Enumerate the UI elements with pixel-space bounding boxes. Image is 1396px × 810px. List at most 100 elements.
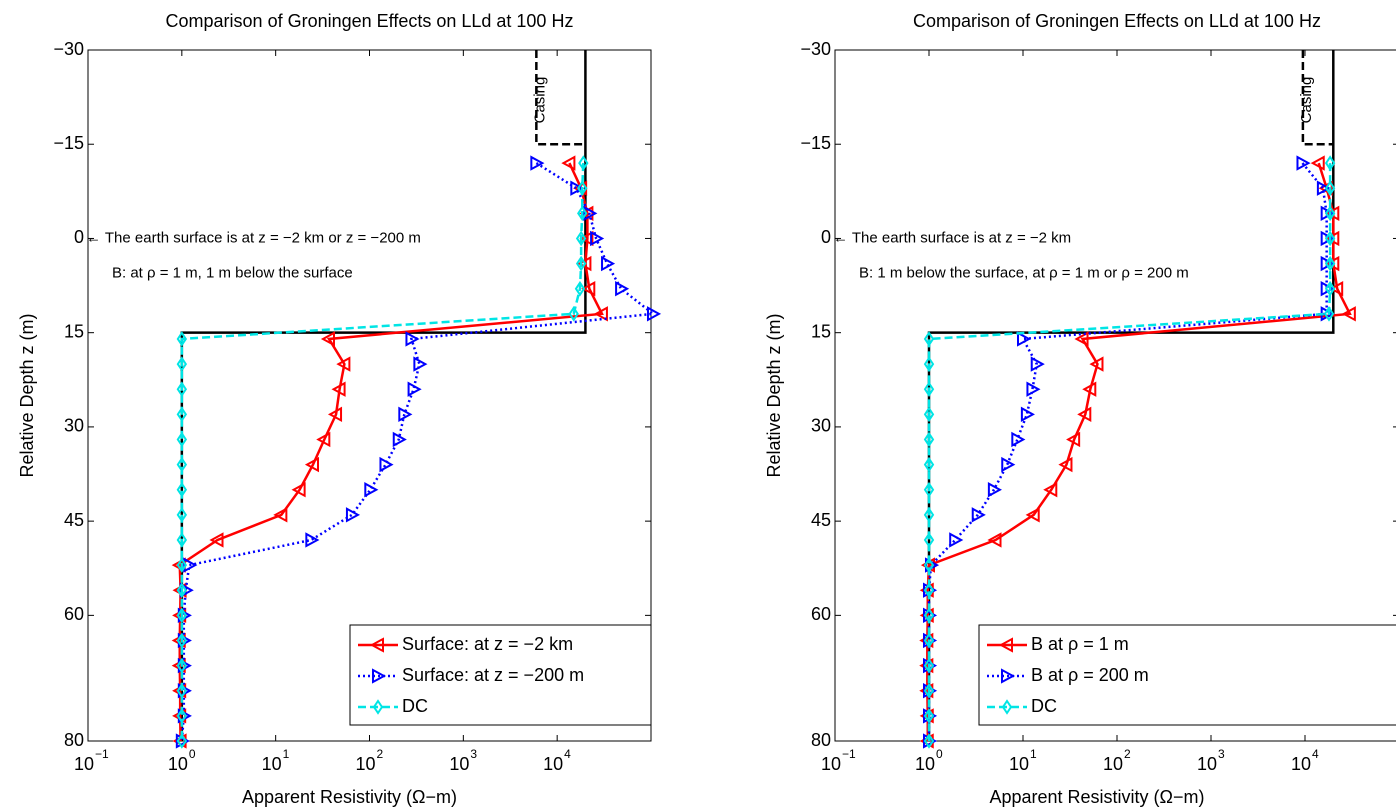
- marker: [1011, 431, 1026, 448]
- marker: [392, 431, 407, 448]
- marker: [1341, 306, 1356, 322]
- marker: [923, 481, 935, 498]
- legend-label: DC: [402, 696, 428, 716]
- marker: [575, 230, 587, 247]
- x-axis-label: Apparent Resistivity (Ω−m): [242, 787, 457, 807]
- marker: [1058, 456, 1073, 473]
- marker: [304, 456, 320, 473]
- marker: [1318, 180, 1333, 196]
- marker: [583, 205, 598, 222]
- x-axis-label: Apparent Resistivity (Ω−m): [989, 787, 1204, 807]
- y-tick-label: 45: [64, 510, 84, 530]
- x-tick-label: 10: [262, 754, 282, 774]
- marker: [923, 682, 935, 699]
- marker: [1043, 482, 1058, 498]
- marker: [590, 230, 605, 247]
- legend-label: Surface: at z = −2 km: [402, 634, 573, 654]
- marker: [398, 406, 413, 423]
- marker: [998, 637, 1013, 653]
- x-tick-exponent: 2: [377, 747, 384, 761]
- annotation: B: 1 m below the surface, at ρ = 1 m or …: [859, 264, 1189, 281]
- x-tick-exponent: 4: [1312, 747, 1319, 761]
- marker: [1316, 180, 1331, 196]
- y-tick-label: −30: [53, 39, 84, 59]
- x-tick-exponent: 1: [283, 747, 290, 761]
- marker: [923, 632, 935, 649]
- marker: [372, 668, 387, 684]
- marker: [372, 699, 384, 715]
- marker: [578, 155, 589, 171]
- marker: [176, 532, 188, 548]
- x-tick-label: 10: [168, 754, 188, 774]
- marker: [176, 431, 188, 448]
- marker: [176, 481, 188, 498]
- marker: [987, 482, 1002, 498]
- marker: [176, 582, 188, 599]
- marker: [575, 255, 587, 272]
- legend-label: B at ρ = 200 m: [1031, 665, 1149, 685]
- marker: [530, 155, 545, 171]
- x-tick-label: 10: [1197, 754, 1217, 774]
- marker: [176, 331, 188, 347]
- marker: [273, 507, 288, 523]
- marker: [176, 406, 188, 423]
- y-tick-label: 60: [811, 604, 831, 624]
- marker: [331, 381, 346, 397]
- marker: [1025, 507, 1040, 523]
- marker: [413, 356, 428, 372]
- y-tick-label: 45: [811, 510, 831, 530]
- marker: [570, 180, 585, 196]
- x-tick-label: 10: [543, 754, 563, 774]
- x-tick-exponent: 1: [1030, 747, 1037, 761]
- marker: [1020, 406, 1035, 423]
- y-tick-label: −15: [53, 133, 84, 153]
- series-line: [1301, 50, 1334, 146]
- marker: [305, 532, 320, 548]
- marker: [336, 356, 351, 372]
- marker: [176, 682, 188, 699]
- marker: [176, 356, 188, 372]
- marker: [1066, 431, 1081, 448]
- y-axis-label: Relative Depth z (m): [17, 313, 37, 477]
- marker: [923, 532, 935, 548]
- marker: [1324, 205, 1336, 222]
- y-tick-label: 80: [811, 730, 831, 750]
- marker: [1323, 306, 1335, 322]
- marker: [923, 331, 935, 347]
- x-tick-label: 10: [821, 754, 841, 774]
- marker: [405, 331, 420, 347]
- series-line: [927, 163, 1332, 741]
- marker: [923, 607, 935, 624]
- x-tick-exponent: 2: [1124, 747, 1131, 761]
- legend-box: [349, 624, 652, 726]
- x-tick-label: 10: [915, 754, 935, 774]
- y-tick-label: 80: [64, 730, 84, 750]
- x-tick-label: 10: [74, 754, 94, 774]
- marker: [176, 733, 188, 749]
- marker: [646, 306, 662, 322]
- marker: [923, 657, 935, 674]
- marker: [327, 406, 343, 423]
- marker: [615, 281, 630, 297]
- marker: [577, 180, 588, 197]
- marker: [176, 632, 188, 649]
- y-tick-label: 15: [811, 321, 831, 341]
- marker: [577, 255, 592, 272]
- marker: [923, 708, 935, 724]
- marker: [987, 532, 1002, 548]
- x-tick-label: 10: [449, 754, 469, 774]
- legend-label: DC: [1031, 696, 1057, 716]
- y-tick-label: 30: [64, 416, 84, 436]
- x-tick-exponent: 3: [1218, 747, 1225, 761]
- marker: [345, 507, 361, 523]
- x-tick-exponent: 0: [189, 747, 196, 761]
- marker: [379, 456, 394, 473]
- annotation: B: at ρ = 1 m, 1 m below the surface: [112, 264, 353, 281]
- y-tick-label: 15: [64, 321, 84, 341]
- y-axis-label: Relative Depth z (m): [764, 313, 784, 477]
- marker: [923, 381, 935, 398]
- marker: [971, 507, 986, 523]
- marker: [923, 557, 935, 573]
